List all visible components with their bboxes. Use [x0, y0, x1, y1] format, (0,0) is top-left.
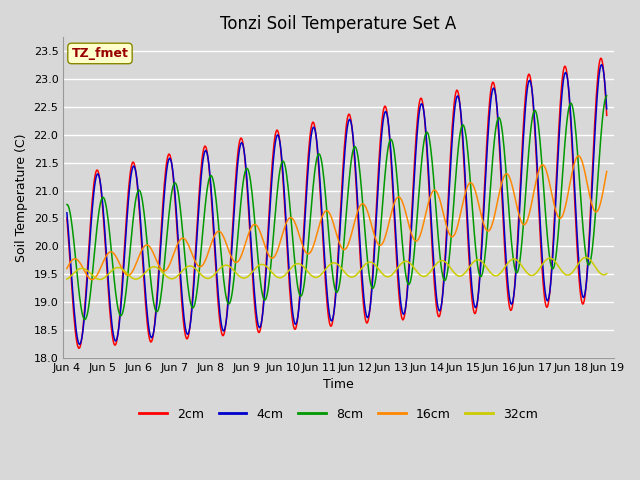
2cm: [381, 104, 389, 109]
32cm: [554, 263, 562, 268]
Y-axis label: Soil Temperature (C): Soil Temperature (C): [15, 133, 28, 262]
Line: 2cm: 2cm: [67, 58, 607, 348]
32cm: [603, 271, 611, 276]
4cm: [381, 108, 389, 114]
2cm: [182, 335, 190, 341]
2cm: [205, 168, 213, 174]
8cm: [435, 240, 443, 246]
32cm: [582, 254, 589, 260]
16cm: [435, 193, 443, 199]
Line: 8cm: 8cm: [67, 96, 607, 320]
8cm: [329, 275, 337, 281]
4cm: [182, 328, 190, 334]
16cm: [182, 238, 190, 243]
4cm: [76, 341, 83, 347]
32cm: [435, 259, 443, 264]
8cm: [63, 202, 71, 207]
4cm: [329, 314, 337, 320]
2cm: [329, 316, 337, 322]
16cm: [88, 276, 96, 282]
4cm: [205, 166, 213, 171]
32cm: [96, 276, 104, 282]
4cm: [63, 210, 71, 216]
32cm: [63, 276, 71, 282]
32cm: [329, 260, 337, 266]
Title: Tonzi Soil Temperature Set A: Tonzi Soil Temperature Set A: [221, 15, 457, 33]
16cm: [574, 153, 582, 159]
16cm: [603, 168, 611, 174]
32cm: [182, 264, 190, 270]
2cm: [63, 215, 71, 221]
2cm: [75, 346, 83, 351]
16cm: [381, 233, 389, 239]
16cm: [63, 265, 71, 271]
Legend: 2cm, 4cm, 8cm, 16cm, 32cm: 2cm, 4cm, 8cm, 16cm, 32cm: [134, 403, 543, 425]
2cm: [597, 55, 605, 61]
16cm: [554, 214, 562, 219]
16cm: [205, 246, 213, 252]
4cm: [603, 106, 611, 112]
16cm: [329, 219, 337, 225]
8cm: [182, 266, 190, 272]
Line: 32cm: 32cm: [67, 257, 607, 279]
Text: TZ_fmet: TZ_fmet: [72, 47, 129, 60]
2cm: [435, 314, 443, 320]
4cm: [554, 155, 562, 161]
8cm: [554, 234, 562, 240]
32cm: [205, 276, 213, 281]
8cm: [205, 175, 213, 181]
4cm: [435, 307, 443, 313]
2cm: [603, 112, 611, 118]
Line: 16cm: 16cm: [67, 156, 607, 279]
8cm: [381, 166, 389, 172]
Line: 4cm: 4cm: [67, 65, 607, 344]
8cm: [81, 317, 89, 323]
8cm: [603, 93, 611, 99]
32cm: [381, 273, 389, 279]
4cm: [598, 62, 605, 68]
X-axis label: Time: Time: [323, 378, 354, 391]
2cm: [554, 141, 562, 147]
